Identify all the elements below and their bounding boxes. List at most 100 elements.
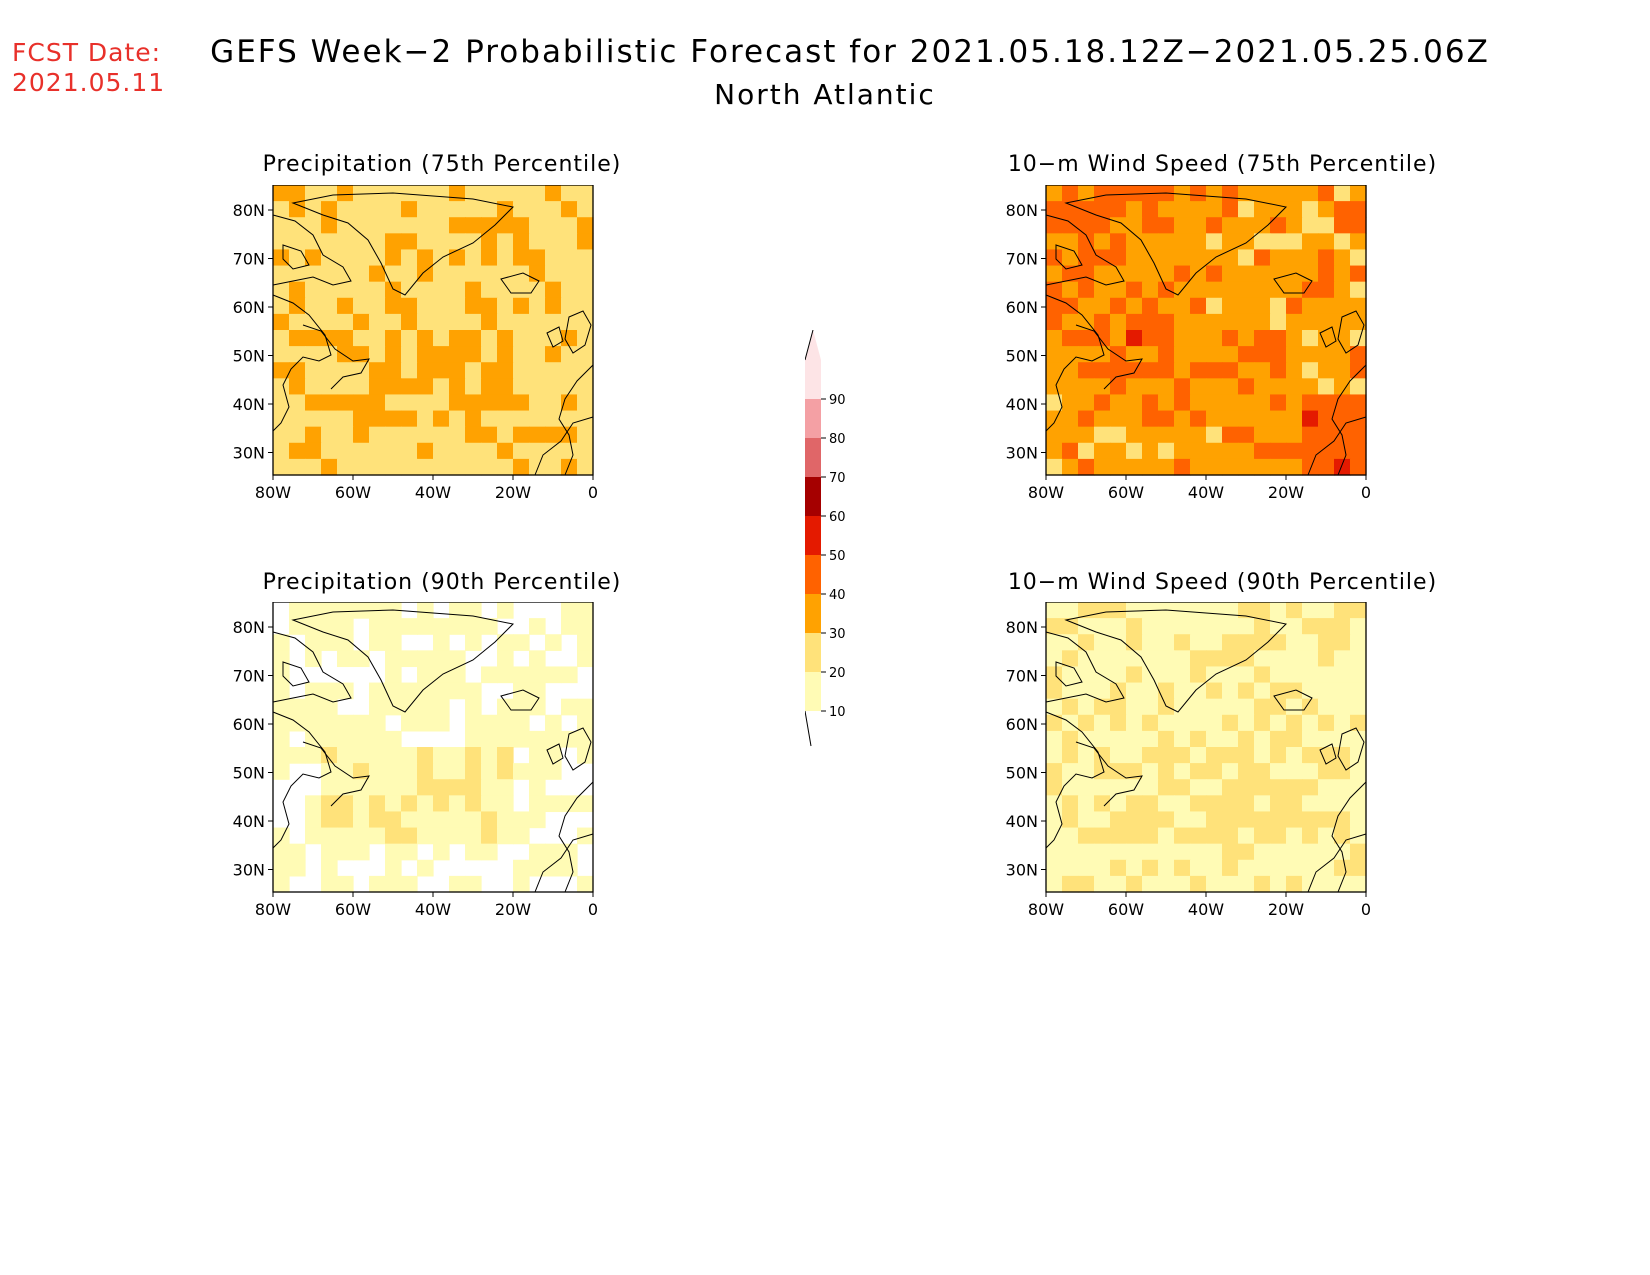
shade-cell: [1062, 747, 1079, 764]
shade-cell: [321, 730, 338, 748]
shade-cell: [1046, 763, 1063, 780]
shade-cell: [1222, 346, 1239, 363]
shade-cell: [401, 811, 418, 829]
shade-cell: [1062, 698, 1079, 716]
shade-cell: [1286, 795, 1303, 813]
lon-tick-label: 0: [588, 900, 598, 919]
shade-cell: [273, 185, 290, 202]
north-america-coast: [272, 294, 332, 432]
shade-cell: [385, 378, 402, 396]
shade-cell: [369, 297, 386, 315]
shade-cell: [1238, 811, 1255, 829]
shade-cell: [1094, 634, 1111, 651]
shade-cell: [1238, 763, 1255, 780]
shade-cell: [465, 763, 482, 780]
shade-cell: [529, 730, 546, 748]
north-america-coast: [282, 661, 310, 687]
shade-cell: [1238, 650, 1255, 668]
lat-tick-label: 80N: [233, 201, 265, 220]
shade-cell: [1110, 394, 1127, 412]
shade-cell: [401, 362, 418, 379]
shade-cell: [1046, 795, 1063, 813]
shade-cell: [1046, 426, 1063, 444]
shade-cell: [1238, 779, 1255, 796]
shade-cell: [1190, 458, 1207, 476]
shade-cell: [545, 442, 562, 460]
shade-cell: [529, 650, 546, 668]
shade-cell: [1286, 458, 1303, 476]
shade-cell: [1142, 634, 1159, 651]
shade-cell: [305, 217, 322, 234]
shade-cell: [1174, 650, 1191, 668]
shade-cell: [529, 346, 546, 363]
shade-cell: [321, 763, 338, 780]
shade-cell: [385, 394, 402, 412]
shade-cell: [1126, 634, 1143, 651]
shade-cell: [289, 426, 306, 444]
shade-cell: [1126, 442, 1143, 460]
shade-cell: [1334, 281, 1351, 299]
shade-cell: [401, 313, 418, 331]
shade-cell: [577, 185, 594, 202]
shade-cell: [1222, 281, 1239, 299]
shade-cell: [1126, 330, 1143, 347]
shade-cell: [561, 410, 578, 428]
shade-cell: [1318, 714, 1335, 732]
shade-cell: [385, 442, 402, 460]
shade-cell: [353, 313, 370, 331]
forecast-date-value: 2021.05.11: [12, 68, 166, 97]
shade-cell: [1302, 426, 1319, 444]
shade-cell: [1158, 747, 1175, 764]
shade-cell: [1350, 281, 1367, 299]
shade-cell: [1190, 666, 1207, 684]
shade-cell: [1190, 233, 1207, 251]
shade-cell: [1110, 201, 1127, 218]
shade-cell: [353, 442, 370, 460]
shade-cell: [1190, 442, 1207, 460]
shade-cell: [1334, 747, 1351, 764]
shade-cell: [1110, 779, 1127, 796]
shade-cell: [1334, 378, 1351, 396]
shade-cell: [465, 811, 482, 829]
shade-cell: [321, 217, 338, 234]
shade-cell: [577, 217, 594, 234]
shade-cell: [1142, 201, 1159, 218]
shade-cell: [1062, 346, 1079, 363]
shade-cell: [433, 795, 450, 813]
shade-cell: [1190, 249, 1207, 267]
shade-cell: [305, 185, 322, 202]
shade-cell: [433, 394, 450, 412]
shade-cell: [1110, 682, 1127, 700]
shade-cell: [1126, 313, 1143, 331]
shade-cell: [1078, 763, 1095, 780]
colorbar-label: 30: [829, 627, 846, 642]
shade-cell: [1078, 698, 1095, 716]
shade-cell: [1046, 859, 1063, 877]
shade-cell: [369, 394, 386, 412]
shade-cell: [1174, 297, 1191, 315]
shade-cell: [497, 233, 514, 251]
shade-cell: [353, 378, 370, 396]
north-america-coast: [302, 741, 370, 807]
shade-cell: [1110, 297, 1127, 315]
shade-cell: [401, 763, 418, 780]
shade-cell: [433, 378, 450, 396]
shade-cell: [1350, 265, 1367, 283]
shade-cell: [337, 249, 354, 267]
shade-cell: [1302, 297, 1319, 315]
shade-cell: [529, 763, 546, 780]
shade-cell: [577, 795, 594, 813]
shade-cell: [465, 618, 482, 635]
north-america-coast: [1075, 324, 1143, 390]
shade-cell: [513, 313, 530, 331]
shade-cell: [1142, 730, 1159, 748]
shade-cell: [1094, 410, 1111, 428]
shade-cell: [1270, 714, 1287, 732]
colorbar-label: 90: [829, 393, 846, 408]
shade-cell: [1254, 410, 1271, 428]
shade-cell: [1318, 394, 1335, 412]
shade-cell: [321, 313, 338, 331]
shade-cell: [1206, 378, 1223, 396]
shade-cell: [433, 634, 450, 651]
shade-cell: [497, 281, 514, 299]
